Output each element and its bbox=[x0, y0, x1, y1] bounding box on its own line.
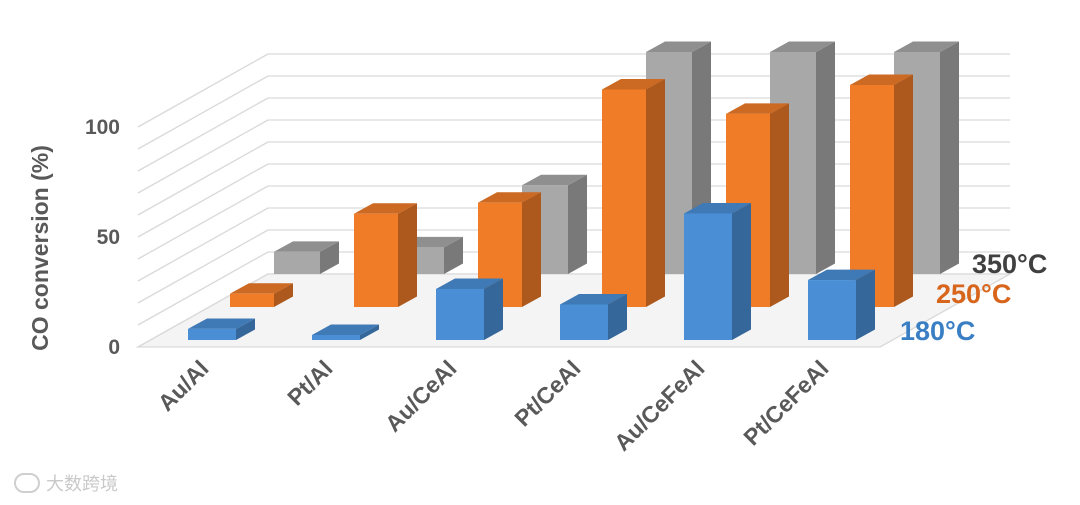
watermark: 大数跨境 bbox=[14, 470, 118, 496]
bar-front-face bbox=[312, 335, 360, 340]
grid-line-side bbox=[137, 75, 269, 150]
bar-front-face bbox=[354, 213, 398, 307]
bar-front-face bbox=[684, 213, 732, 340]
bar-front-face bbox=[274, 251, 320, 274]
bar-top-face bbox=[560, 294, 627, 305]
bar-side-face bbox=[608, 294, 627, 340]
bar-top-face bbox=[726, 103, 789, 114]
bar-250-ptceal bbox=[602, 78, 665, 308]
bar-side-face bbox=[568, 174, 587, 274]
bar-250-ptal bbox=[354, 203, 417, 307]
category-label: Pt/Al bbox=[282, 355, 337, 410]
y-tick-label: 50 bbox=[97, 226, 120, 249]
bar-top-face bbox=[850, 74, 913, 85]
bar-top-face bbox=[230, 283, 293, 294]
y-axis-ticks: 0 50 100 bbox=[85, 116, 120, 359]
bar-top-face bbox=[684, 203, 751, 214]
category-label: Au/CeFeAl bbox=[609, 355, 710, 456]
bar-side-face bbox=[360, 324, 379, 340]
grid-line-side bbox=[137, 229, 269, 304]
y-axis-label: CO conversion (%) bbox=[27, 145, 53, 351]
watermark-text: 大数跨境 bbox=[46, 474, 118, 495]
grid-line-side bbox=[137, 163, 269, 238]
grid-line-side bbox=[137, 141, 269, 216]
bar-side-face bbox=[894, 74, 913, 307]
bar-top-face bbox=[894, 41, 959, 52]
bar-front-face bbox=[188, 328, 236, 340]
bar-side-face bbox=[320, 241, 339, 274]
grid-line-side bbox=[137, 207, 269, 282]
bar-top-face bbox=[808, 269, 875, 281]
category-label: Au/CeAl bbox=[380, 355, 462, 437]
bar-side-face bbox=[646, 78, 665, 308]
bar-180-ptcefeal bbox=[808, 269, 875, 340]
bar-side-face bbox=[522, 192, 541, 307]
y-tick-label: 0 bbox=[108, 336, 120, 359]
bar-front-face bbox=[230, 293, 274, 307]
bar-front-face bbox=[560, 304, 608, 340]
bar-side-face bbox=[816, 41, 835, 274]
bar-side-face bbox=[770, 103, 789, 307]
category-label: Pt/CeAl bbox=[509, 355, 585, 431]
bar-front-face bbox=[436, 288, 484, 340]
bar-350-aual bbox=[274, 241, 339, 274]
bar-side-face bbox=[444, 236, 463, 274]
grid-line-side bbox=[137, 251, 269, 326]
bar-side-face bbox=[398, 203, 417, 307]
bar-side-face bbox=[940, 41, 959, 274]
grid-line-side bbox=[137, 97, 269, 172]
bar-side-face bbox=[484, 278, 503, 340]
bar-top-face bbox=[436, 278, 503, 289]
bar-top-face bbox=[354, 203, 417, 214]
series-label-180: 180°C bbox=[900, 316, 975, 346]
bar-top-face bbox=[646, 41, 711, 52]
bar-350-aucefeal bbox=[770, 41, 835, 274]
bar-top-face bbox=[274, 241, 339, 252]
bar-top-face bbox=[478, 192, 541, 203]
bar-side-face bbox=[856, 269, 875, 340]
bar-side-face bbox=[732, 203, 751, 340]
bar-front-face bbox=[808, 280, 856, 340]
bar-side-face bbox=[236, 318, 255, 340]
bar-top-face bbox=[602, 78, 665, 90]
series-label-350: 350°C bbox=[972, 249, 1047, 279]
y-tick-label: 100 bbox=[85, 116, 120, 139]
bars bbox=[188, 41, 959, 340]
bar-250-aual bbox=[230, 283, 293, 307]
bar-180-ptal bbox=[312, 324, 379, 340]
bar-180-ptceal bbox=[560, 294, 627, 340]
watermark-logo-icon bbox=[14, 473, 40, 493]
category-label: Au/Al bbox=[153, 355, 214, 416]
bar-180-auceal bbox=[436, 278, 503, 340]
bar-top-face bbox=[522, 174, 587, 186]
category-label: Pt/CeFeAl bbox=[738, 355, 833, 450]
bar-side-face bbox=[274, 283, 293, 307]
bar-top-face bbox=[188, 318, 255, 329]
bar-180-aucefeal bbox=[684, 203, 751, 340]
grid-line-side bbox=[137, 119, 269, 194]
bar-front-face bbox=[602, 89, 646, 307]
grid-line-side bbox=[137, 185, 269, 260]
bar-180-aual bbox=[188, 318, 255, 340]
grid-line-side bbox=[137, 53, 269, 128]
bar-top-face bbox=[770, 41, 835, 52]
bar-top-face bbox=[312, 324, 379, 335]
series-label-250: 250°C bbox=[936, 279, 1011, 309]
category-labels: Au/Al Pt/Al Au/CeAl Pt/CeAl Au/CeFeAl Pt/CeFe… bbox=[153, 355, 834, 456]
